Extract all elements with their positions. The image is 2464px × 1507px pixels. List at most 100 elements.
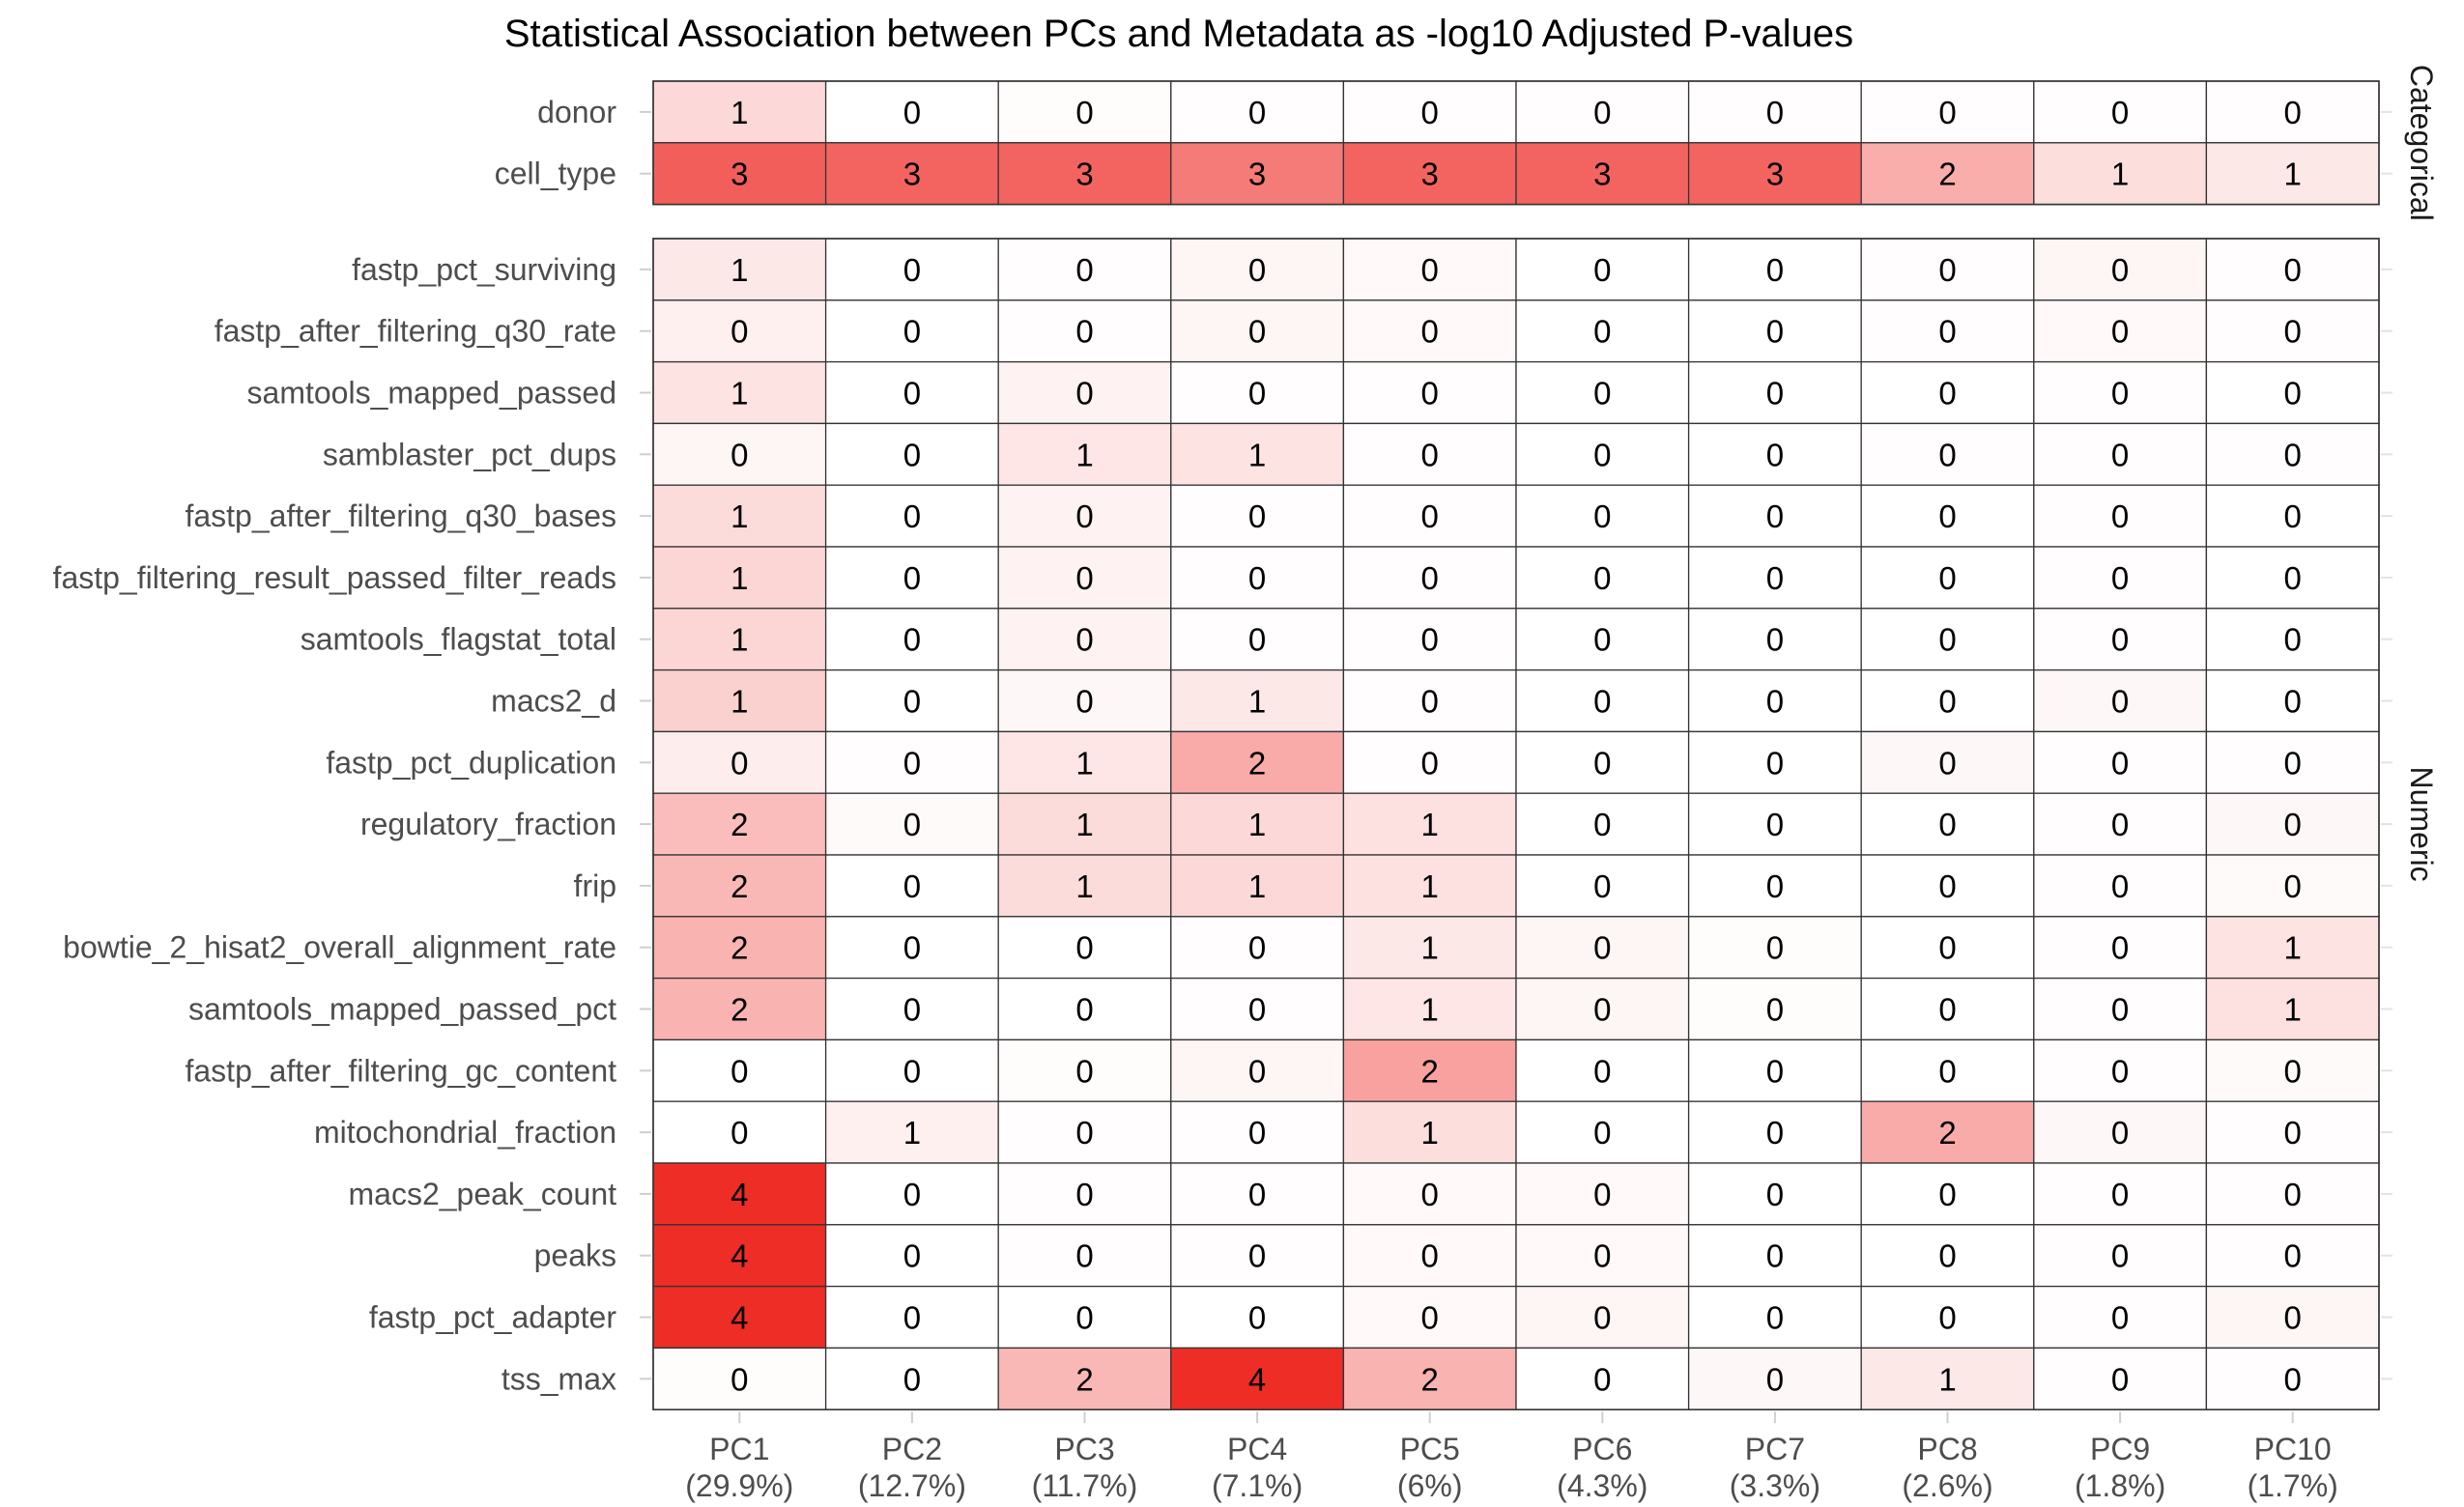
cell-value-label: 0 xyxy=(1938,376,1956,412)
cell-value-label: 0 xyxy=(1075,930,1093,966)
cell-value-label: 0 xyxy=(1938,1053,1956,1089)
cell-value-label: 0 xyxy=(1766,1238,1784,1274)
cell-value-label: 0 xyxy=(2111,498,2129,534)
heatmap-cell xyxy=(824,730,999,794)
heatmap-cell xyxy=(652,668,827,733)
cell-value-label: 0 xyxy=(1766,498,1784,534)
cell-value-label: 0 xyxy=(1248,1238,1266,1274)
cell-value-label: 0 xyxy=(2111,95,2129,130)
heatmap-cell xyxy=(2033,1347,2208,1410)
cell-value-label: 3 xyxy=(1075,156,1093,192)
heatmap-cell xyxy=(1515,1224,1690,1288)
row-label: cell_type xyxy=(495,156,616,191)
heatmap-cell xyxy=(1860,1347,2035,1410)
heatmap-cell xyxy=(1860,916,2035,980)
heatmap-cell xyxy=(1687,668,1862,733)
column-label: PC10 xyxy=(2254,1432,2332,1466)
cell-value-label: 0 xyxy=(1421,252,1439,288)
facet-strip-label: Categorical xyxy=(2404,65,2439,221)
heatmap-cell xyxy=(1170,1347,1345,1410)
heatmap-cell xyxy=(824,1162,999,1226)
row-label: fastp_after_filtering_gc_content xyxy=(185,1053,616,1088)
cell-value-label: 0 xyxy=(1075,1053,1093,1089)
cell-value-label: 1 xyxy=(1938,1361,1956,1397)
cell-value-label: 0 xyxy=(903,1177,921,1212)
cell-value-label: 1 xyxy=(1075,868,1093,904)
cell-value-label: 0 xyxy=(2284,314,2302,350)
cell-value-label: 0 xyxy=(1938,498,1956,534)
cell-value-label: 0 xyxy=(1593,807,1611,842)
heatmap-cell xyxy=(824,546,999,610)
heatmap-cell xyxy=(1515,80,1690,144)
heatmap-cell xyxy=(824,360,999,425)
cell-value-label: 0 xyxy=(2111,684,2129,720)
cell-value-label: 0 xyxy=(1248,1300,1266,1336)
heatmap-cell xyxy=(1342,668,1517,733)
column-variance-label: (6%) xyxy=(1397,1468,1463,1503)
heatmap-cell xyxy=(824,854,999,918)
cell-value-label: 0 xyxy=(1593,622,1611,658)
chart-title: Statistical Association between PCs and … xyxy=(504,13,1853,55)
cell-value-label: 0 xyxy=(1421,560,1439,596)
cell-value-label: 1 xyxy=(2284,156,2302,192)
cell-value-label: 0 xyxy=(1421,95,1439,130)
column-variance-label: (1.8%) xyxy=(2075,1468,2165,1503)
heatmap-cell xyxy=(1687,854,1862,918)
heatmap-cell xyxy=(2033,854,2208,918)
cell-value-label: 0 xyxy=(1593,560,1611,596)
heatmap-cell xyxy=(1687,1162,1862,1226)
heatmap-cell xyxy=(1687,299,1862,363)
cell-value-label: 0 xyxy=(903,95,921,130)
heatmap-cell xyxy=(997,238,1172,301)
heatmap-cell xyxy=(1860,792,2035,856)
heatmap-cell xyxy=(2033,1224,2208,1288)
cell-value-label: 0 xyxy=(1075,1115,1093,1151)
cell-value-label: 0 xyxy=(1593,1177,1611,1212)
heatmap-cell xyxy=(1170,360,1345,425)
heatmap-cell xyxy=(2033,668,2208,733)
cell-value-label: 0 xyxy=(2111,314,2129,350)
cell-value-label: 2 xyxy=(1938,156,1956,192)
cell-value-label: 0 xyxy=(2111,560,2129,596)
cell-value-label: 1 xyxy=(1421,807,1439,842)
cell-value-label: 2 xyxy=(1938,1115,1956,1151)
cell-value-label: 0 xyxy=(1938,252,1956,288)
cell-value-label: 0 xyxy=(2284,745,2302,781)
heatmap-cell xyxy=(2033,484,2208,548)
cell-value-label: 2 xyxy=(1421,1361,1439,1397)
heatmap-cell xyxy=(2033,422,2208,486)
heatmap-cell xyxy=(824,238,999,301)
cell-value-label: 0 xyxy=(731,1115,748,1151)
cell-value-label: 0 xyxy=(2284,1238,2302,1274)
heatmap-cell xyxy=(1170,1038,1345,1102)
cell-value-label: 1 xyxy=(1075,437,1093,472)
cell-value-label: 0 xyxy=(903,930,921,966)
heatmap-cell xyxy=(1687,1347,1862,1410)
cell-value-label: 0 xyxy=(1593,376,1611,412)
cell-value-label: 0 xyxy=(1075,560,1093,596)
cell-value-label: 0 xyxy=(1075,252,1093,288)
heatmap-cell xyxy=(2205,668,2380,733)
cell-value-label: 0 xyxy=(903,376,921,412)
cell-value-label: 1 xyxy=(1421,868,1439,904)
heatmap-cell xyxy=(824,668,999,733)
cell-value-label: 0 xyxy=(1421,314,1439,350)
row-label: macs2_peak_count xyxy=(348,1177,616,1211)
cell-value-label: 1 xyxy=(1421,1115,1439,1151)
cell-value-label: 3 xyxy=(903,156,921,192)
row-label: samblaster_pct_dups xyxy=(323,437,616,471)
heatmap-cell xyxy=(1687,422,1862,486)
cell-value-label: 0 xyxy=(1248,1053,1266,1089)
heatmap-cell xyxy=(1687,1100,1862,1164)
cell-value-label: 0 xyxy=(1593,95,1611,130)
cell-value-label: 0 xyxy=(1421,1300,1439,1336)
cell-value-label: 0 xyxy=(731,437,748,472)
heatmap-cell xyxy=(2033,546,2208,610)
heatmap-cell xyxy=(1860,668,2035,733)
heatmap-cell xyxy=(2205,977,2380,1041)
heatmap-cell xyxy=(2205,608,2380,671)
cell-value-label: 0 xyxy=(1593,437,1611,472)
heatmap-cell xyxy=(1170,299,1345,363)
heatmap-cell xyxy=(652,977,827,1041)
heatmap-cell xyxy=(2205,792,2380,856)
